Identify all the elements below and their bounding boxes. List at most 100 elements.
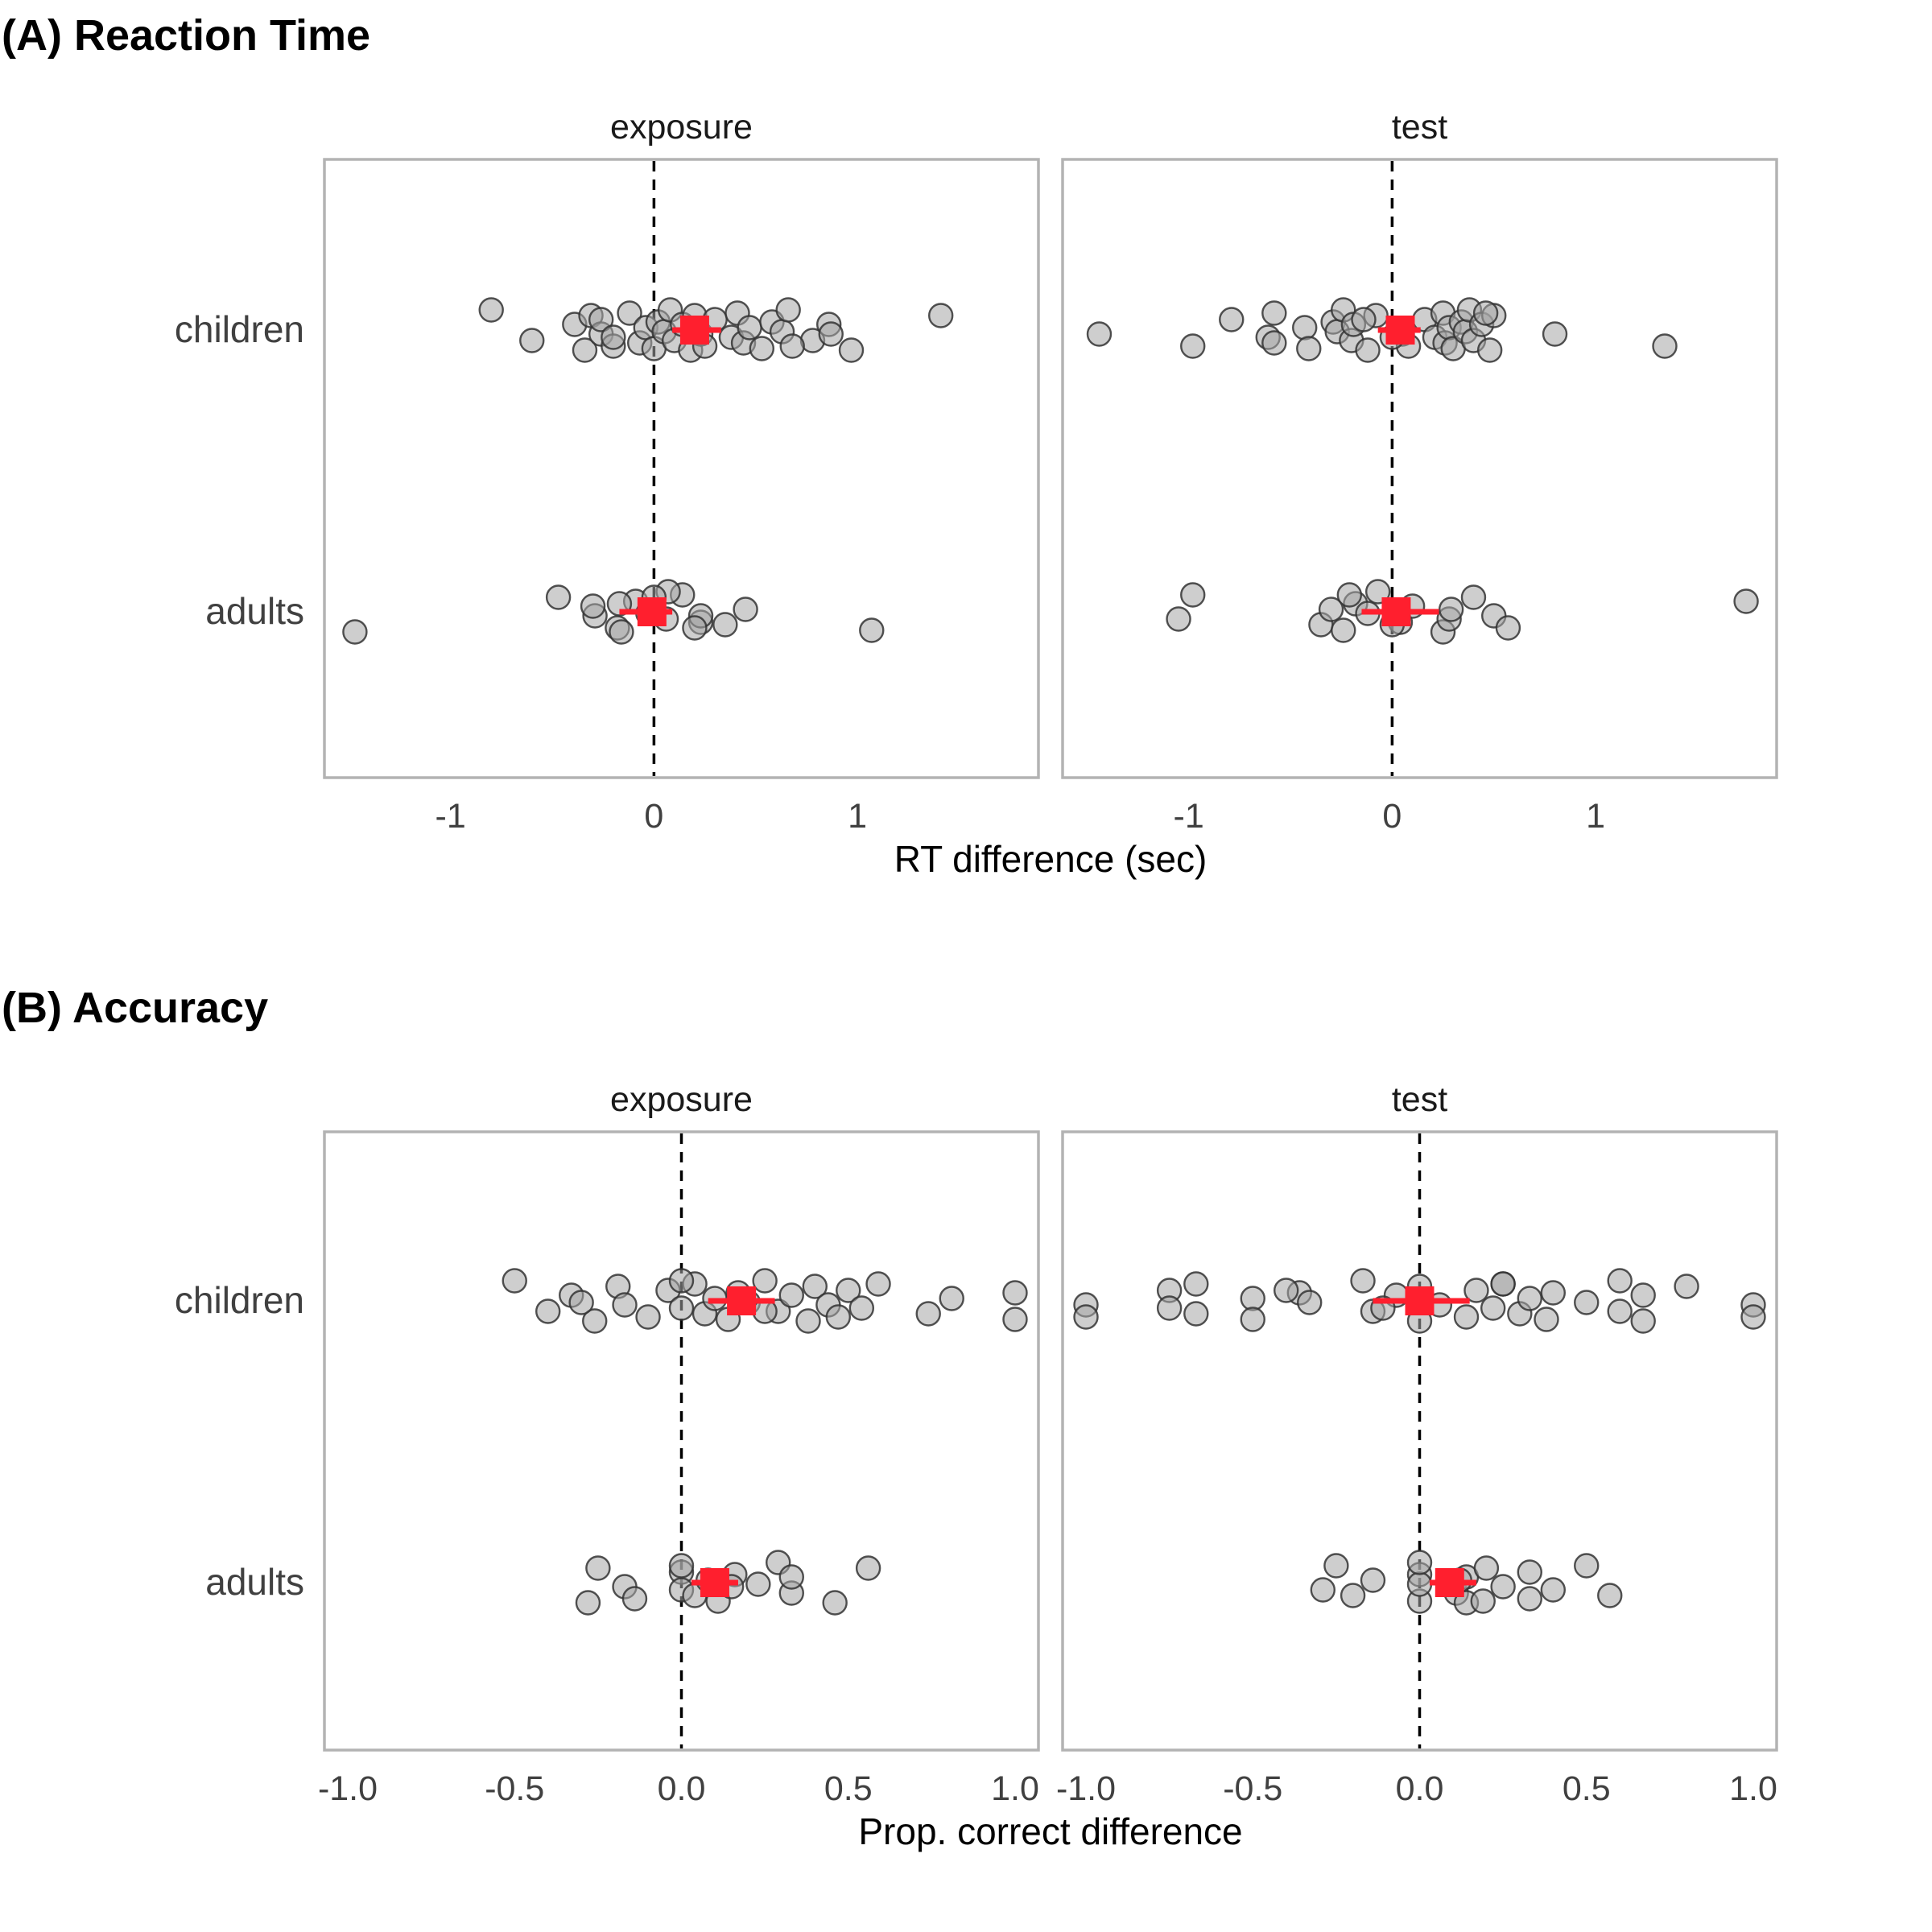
- data-point: [745, 1571, 771, 1597]
- data-point: [1180, 582, 1206, 608]
- data-point: [609, 619, 634, 645]
- data-point: [1240, 1307, 1265, 1332]
- x-tick-label: 0.5: [824, 1769, 873, 1808]
- data-point: [502, 1268, 527, 1294]
- data-point: [612, 1292, 638, 1318]
- data-point: [1350, 1268, 1376, 1294]
- data-point: [1318, 597, 1344, 622]
- data-point: [1360, 1567, 1386, 1593]
- facet-label: test: [1392, 1080, 1447, 1119]
- x-tick-label: -1: [1174, 797, 1204, 836]
- data-point: [1002, 1307, 1028, 1332]
- section-title: (A) Reaction Time: [2, 11, 370, 60]
- x-tick-label: 0.0: [658, 1769, 706, 1808]
- data-point: [822, 1590, 848, 1616]
- data-point: [1495, 615, 1521, 641]
- data-point: [795, 1308, 821, 1334]
- data-point: [1296, 336, 1322, 361]
- data-point: [635, 1304, 661, 1330]
- data-point: [582, 1308, 608, 1334]
- data-point: [1292, 315, 1318, 341]
- data-point: [1490, 1574, 1516, 1600]
- data-point: [1086, 321, 1113, 347]
- y-category-label: adults: [205, 1561, 304, 1603]
- data-point: [668, 1553, 695, 1579]
- data-point: [1460, 584, 1487, 610]
- panel-frame: [1061, 158, 1778, 779]
- data-point: [1480, 1295, 1506, 1321]
- x-tick-label: 0: [644, 797, 663, 836]
- data-point: [778, 1564, 804, 1590]
- data-point: [1438, 597, 1464, 622]
- data-point: [737, 315, 762, 341]
- data-point: [1490, 1271, 1516, 1297]
- x-tick-label: 0.0: [1396, 1769, 1444, 1808]
- data-point: [1517, 1286, 1542, 1311]
- panel-frame: [323, 1130, 1040, 1752]
- data-point: [779, 333, 805, 359]
- data-point: [1674, 1274, 1699, 1299]
- data-point: [1340, 1583, 1366, 1608]
- data-point: [617, 300, 642, 326]
- data-point: [939, 1286, 964, 1311]
- data-point: [928, 303, 954, 328]
- data-point: [1261, 300, 1287, 326]
- data-point: [778, 1282, 804, 1308]
- data-point: [1002, 1280, 1028, 1306]
- data-point: [1534, 1307, 1559, 1332]
- data-point: [802, 1274, 828, 1299]
- data-point: [1240, 1286, 1265, 1311]
- mean-marker: [727, 1286, 757, 1315]
- data-point: [1540, 1280, 1566, 1306]
- data-point: [1274, 1278, 1299, 1303]
- data-point: [1180, 333, 1206, 359]
- data-point: [848, 1295, 875, 1321]
- data-point: [668, 1268, 695, 1294]
- data-point: [865, 1271, 891, 1297]
- data-point: [545, 584, 572, 610]
- data-point: [342, 619, 368, 645]
- data-point: [535, 1298, 561, 1324]
- data-point: [915, 1301, 941, 1327]
- mean-marker: [1405, 1286, 1435, 1315]
- data-point: [668, 1295, 695, 1321]
- x-tick-label: -0.5: [485, 1769, 544, 1808]
- data-point: [1183, 1271, 1209, 1297]
- data-point: [1351, 307, 1377, 332]
- y-category-label: children: [175, 308, 304, 350]
- x-axis-title: RT difference (sec): [894, 838, 1208, 880]
- data-point: [1183, 1301, 1209, 1327]
- panel-frame: [323, 158, 1040, 779]
- data-point: [1453, 1304, 1480, 1330]
- x-tick-label: -1.0: [1056, 1769, 1116, 1808]
- data-point: [575, 1590, 601, 1616]
- data-point: [1517, 1559, 1542, 1585]
- data-point: [1166, 606, 1191, 632]
- data-point: [749, 336, 775, 361]
- data-point: [1310, 1577, 1335, 1603]
- data-point: [478, 297, 504, 323]
- data-point: [580, 593, 606, 619]
- data-point: [1261, 330, 1287, 356]
- mean-marker: [1435, 1568, 1464, 1597]
- data-point: [1733, 588, 1759, 614]
- y-category-label: adults: [205, 590, 304, 632]
- data-point: [1331, 617, 1356, 643]
- facet-label: exposure: [610, 1080, 753, 1119]
- data-point: [818, 321, 844, 347]
- data-point: [1607, 1298, 1633, 1324]
- x-tick-label: 0.5: [1563, 1769, 1611, 1808]
- facet-label: test: [1392, 108, 1447, 147]
- data-point: [1473, 1555, 1500, 1581]
- data-point: [1630, 1282, 1656, 1308]
- data-point: [1219, 307, 1245, 332]
- mean-marker: [700, 1568, 729, 1597]
- data-point: [1073, 1304, 1099, 1330]
- data-point: [519, 328, 545, 353]
- section-title: (B) Accuracy: [2, 984, 268, 1032]
- data-point: [1540, 1577, 1566, 1603]
- data-point: [1607, 1268, 1633, 1294]
- mean-marker: [679, 316, 709, 345]
